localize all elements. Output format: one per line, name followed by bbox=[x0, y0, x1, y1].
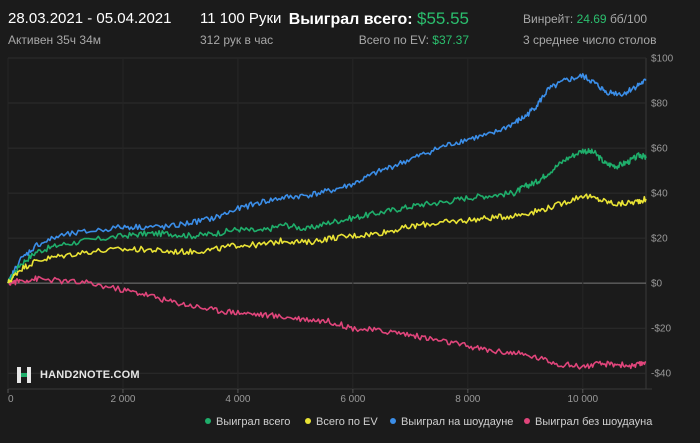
legend-label: Выиграл без шоудауна bbox=[535, 416, 653, 428]
legend-dot bbox=[305, 418, 311, 425]
date-range: 28.03.2021 - 05.04.2021 bbox=[8, 10, 172, 27]
stats-header: 28.03.2021 - 05.04.2021 Активен 35ч 34м … bbox=[0, 0, 700, 56]
legend-item-showdown[interactable]: Выиграл на шоудауне bbox=[390, 416, 513, 428]
legend-dot bbox=[205, 418, 211, 425]
y-axis-labels: $100 $80 $60 $40 $20 $0 -$20 -$40 bbox=[651, 54, 674, 380]
legend-label: Выиграл на шоудауне bbox=[401, 416, 514, 428]
series-line bbox=[7, 148, 647, 284]
legend-dot bbox=[390, 418, 396, 425]
y-tick-label: $60 bbox=[651, 144, 668, 155]
hand2note-logo-icon bbox=[17, 367, 31, 383]
x-tick-label: 0 bbox=[8, 394, 14, 405]
winrate-label: Винрейт: bbox=[523, 12, 574, 26]
avg-tables: 3 среднее число столов bbox=[523, 33, 657, 47]
legend-label: Выиграл всего bbox=[216, 416, 291, 428]
series-line bbox=[7, 73, 647, 284]
total-ev: Всего по EV: $37.37 bbox=[359, 33, 469, 47]
x-tick-label: 6 000 bbox=[340, 394, 365, 405]
chart-grid bbox=[7, 57, 652, 393]
hand2note-logo-text: HAND2NOTE.COM bbox=[40, 369, 140, 381]
total-won-label: Выиграл всего: bbox=[288, 11, 413, 28]
active-time: Активен 35ч 34м bbox=[8, 33, 101, 47]
winrate-value: 24.69 bbox=[576, 12, 607, 26]
x-axis-labels: 0 2 000 4 000 6 000 8 000 10 000 bbox=[8, 394, 599, 405]
total-won: Выиграл всего: $55.55 bbox=[289, 9, 469, 29]
series-line bbox=[7, 193, 647, 284]
chart-legend: Выиграл всего Всего по EV Выиграл на шоу… bbox=[0, 416, 700, 436]
hands-count: 11 100 Руки bbox=[200, 10, 282, 27]
total-ev-value: $37.37 bbox=[432, 33, 469, 47]
x-tick-label: 2 000 bbox=[110, 394, 135, 405]
y-tick-label: $0 bbox=[651, 279, 663, 290]
chart-series bbox=[7, 73, 647, 370]
y-tick-label: -$40 bbox=[651, 369, 671, 380]
y-tick-label: $40 bbox=[651, 189, 668, 200]
y-tick-label: $20 bbox=[651, 234, 668, 245]
legend-label: Всего по EV bbox=[316, 416, 378, 428]
legend-dot bbox=[524, 418, 530, 425]
y-tick-label: $100 bbox=[651, 54, 674, 65]
legend-item-ev-total[interactable]: Всего по EV bbox=[305, 416, 378, 428]
x-tick-label: 8 000 bbox=[455, 394, 480, 405]
legend-item-won-total[interactable]: Выиграл всего bbox=[205, 416, 290, 428]
total-ev-label: Всего по EV: bbox=[358, 33, 429, 47]
legend-item-non-showdown[interactable]: Выиграл без шоудауна bbox=[524, 416, 652, 428]
y-tick-label: $80 bbox=[651, 99, 668, 110]
x-tick-label: 10 000 bbox=[567, 394, 598, 405]
winrate: Винрейт: 24.69 бб/100 bbox=[523, 12, 647, 26]
series-line bbox=[7, 275, 647, 370]
total-won-value: $55.55 bbox=[417, 9, 469, 28]
x-tick-label: 4 000 bbox=[225, 394, 250, 405]
hands-per-hour: 312 рук в час bbox=[200, 33, 274, 47]
y-tick-label: -$20 bbox=[651, 324, 671, 335]
winrate-unit: бб/100 bbox=[609, 12, 648, 26]
